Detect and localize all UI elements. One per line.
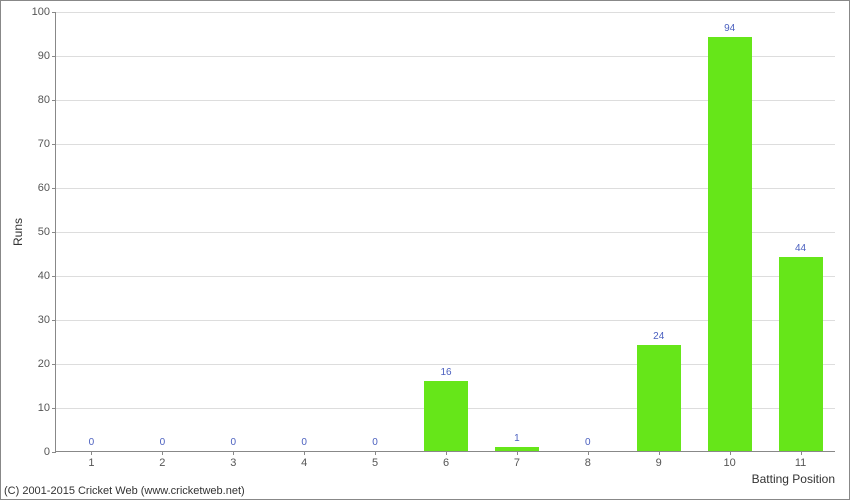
- bar-value-label: 0: [160, 437, 166, 451]
- bar: [637, 345, 681, 451]
- bar-value-label: 0: [585, 437, 591, 451]
- bar-value-label: 44: [795, 243, 806, 257]
- x-tick-label: 10: [724, 451, 736, 469]
- y-tick-label: 40: [38, 270, 56, 282]
- y-tick-label: 90: [38, 50, 56, 62]
- y-tick-label: 50: [38, 226, 56, 238]
- bar: [779, 257, 823, 451]
- bar-value-label: 24: [653, 331, 664, 345]
- x-tick-label: 11: [795, 451, 806, 469]
- bar-value-label: 94: [724, 23, 735, 37]
- x-tick-label: 1: [88, 451, 94, 469]
- x-tick-label: 7: [514, 451, 520, 469]
- grid-line: [56, 12, 835, 13]
- y-tick-label: 80: [38, 94, 56, 106]
- y-tick-label: 60: [38, 182, 56, 194]
- x-axis-title: Batting Position: [752, 472, 835, 486]
- y-tick-label: 30: [38, 314, 56, 326]
- bar: [424, 381, 468, 451]
- x-tick-label: 5: [372, 451, 378, 469]
- bar-value-label: 1: [514, 433, 520, 447]
- x-tick-label: 8: [585, 451, 591, 469]
- y-tick-label: 20: [38, 358, 56, 370]
- bar: [495, 447, 539, 451]
- y-tick-label: 100: [32, 6, 56, 18]
- x-tick-label: 9: [656, 451, 662, 469]
- y-tick-label: 0: [44, 446, 56, 458]
- bar-value-label: 0: [372, 437, 378, 451]
- y-tick-label: 70: [38, 138, 56, 150]
- x-tick-label: 3: [230, 451, 236, 469]
- bar: [708, 37, 752, 451]
- bar-value-label: 0: [301, 437, 307, 451]
- x-tick-label: 6: [443, 451, 449, 469]
- plot-area: 0102030405060708090100102030405061671809…: [55, 12, 835, 452]
- bar-value-label: 16: [440, 367, 451, 381]
- bar-value-label: 0: [230, 437, 236, 451]
- y-tick-label: 10: [38, 402, 56, 414]
- chart-container: 0102030405060708090100102030405061671809…: [0, 0, 850, 500]
- bar-value-label: 0: [89, 437, 95, 451]
- x-tick-label: 4: [301, 451, 307, 469]
- x-tick-label: 2: [159, 451, 165, 469]
- copyright-text: (C) 2001-2015 Cricket Web (www.cricketwe…: [4, 485, 245, 497]
- y-axis-title: Runs: [11, 218, 25, 246]
